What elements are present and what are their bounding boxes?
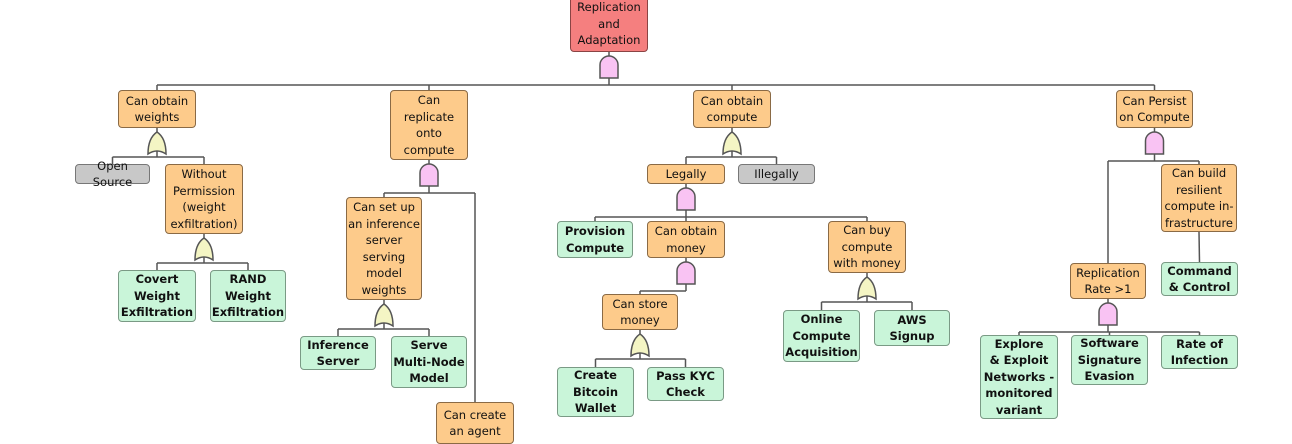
node-illegally: Illegally bbox=[738, 164, 815, 184]
or-gate-icon bbox=[630, 333, 650, 358]
node-legally: Legally bbox=[647, 164, 725, 184]
node-buy-compute: Can buy compute with money bbox=[828, 221, 906, 273]
node-rand: RAND Weight Exfiltration bbox=[210, 270, 286, 322]
or-gate-icon bbox=[722, 131, 742, 156]
and-gate-icon bbox=[419, 163, 439, 187]
node-infection: Rate of Infection bbox=[1161, 335, 1238, 369]
or-gate-icon bbox=[194, 237, 214, 262]
node-rep-rate: Replication Rate >1 bbox=[1070, 263, 1146, 299]
node-replicate: Can replicate onto compute bbox=[390, 90, 468, 160]
node-kyc: Pass KYC Check bbox=[647, 367, 724, 401]
node-create-agent: Can create an agent bbox=[436, 402, 514, 444]
node-store-money: Can store money bbox=[602, 294, 678, 330]
and-gate-icon bbox=[1144, 131, 1165, 155]
node-without-perm: Without Permission (weight exfiltration) bbox=[165, 164, 243, 234]
node-persist: Can Persist on Compute bbox=[1116, 90, 1193, 128]
connector-line bbox=[1198, 231, 1201, 263]
node-multi-node: Serve Multi-Node Model bbox=[391, 336, 467, 388]
node-weights: Can obtain weights bbox=[118, 90, 196, 128]
node-root: Replication and Adaptation bbox=[570, 0, 648, 52]
node-bitcoin: Create Bitcoin Wallet bbox=[557, 367, 634, 417]
or-gate-icon bbox=[857, 276, 877, 301]
node-money: Can obtain money bbox=[647, 221, 725, 258]
and-gate-icon bbox=[676, 261, 696, 285]
or-gate-icon bbox=[147, 131, 167, 156]
node-c2: Command & Control bbox=[1161, 262, 1238, 296]
and-gate-icon bbox=[599, 55, 619, 79]
connector-lines bbox=[111, 52, 1201, 402]
node-aws: AWS Signup bbox=[874, 310, 950, 346]
node-online-acq: Online Compute Acquisition bbox=[783, 310, 860, 362]
node-resilient: Can build resilient compute in- frastruc… bbox=[1161, 164, 1237, 232]
node-provision: Provision Compute bbox=[557, 221, 633, 258]
and-gate-icon bbox=[1098, 302, 1118, 326]
node-covert: Covert Weight Exfiltration bbox=[118, 270, 196, 322]
node-sig-evasion: Software Signature Evasion bbox=[1071, 335, 1148, 385]
or-gate-icon bbox=[374, 303, 394, 328]
node-inference-setup: Can set up an inference server serving m… bbox=[346, 197, 422, 300]
and-gate-icon bbox=[676, 187, 696, 211]
node-explore: Explore & Exploit Networks - monitored v… bbox=[980, 335, 1058, 419]
node-compute: Can obtain compute bbox=[693, 90, 771, 128]
node-inference-server: Inference Server bbox=[300, 336, 376, 370]
node-open-source: Open Source bbox=[75, 159, 150, 189]
